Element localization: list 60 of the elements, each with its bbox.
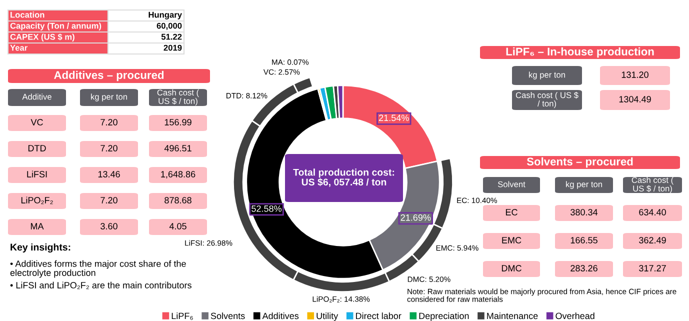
text: 362.49 [639,237,666,244]
text: Capacity (Ton / annum) [10,22,102,30]
text: Cash cost ( US $ / ton) [516,92,578,108]
text: 1304.49 [619,96,651,102]
text: Cash cost ( US $ / ton) [157,89,200,106]
legend-label: Additives [262,312,299,320]
legend-label: Direct labor [356,312,402,320]
text: Total production cost: US $6, 057.48 / ton [293,168,394,187]
legend-label: LiPF₆ [172,312,193,320]
text: Cash cost ( US $ / ton) [632,176,674,194]
data-label: 52.58% [252,205,282,212]
text: 13.46 [98,171,120,178]
legend-label: Maintenance [487,312,538,320]
text: 156.99 [164,119,192,126]
text: LiPF₆ – In-house production [506,47,654,58]
text: 166.55 [570,237,598,244]
text: LiFSI [27,170,47,178]
text: Hungary [148,12,182,20]
text: MA [30,223,44,230]
text: 1,648.86 [161,171,196,178]
text: LiPO₂F₂ [21,196,53,204]
text: 3.60 [100,223,118,230]
text: 2019 [164,44,182,51]
text: • Additives forms the major cost share of the electrolyte production [10,260,186,278]
text: CAPEX (US $ m) [10,34,74,42]
data-label: 21.69% [400,214,431,221]
data-label: 21.54% [379,114,409,122]
text: Additives – procured [54,70,164,82]
text: Year [10,44,28,51]
text: Solvents – procured [526,157,633,168]
text: 634.40 [639,209,666,216]
text: 380.34 [570,209,598,216]
text: EMC [502,237,522,244]
text: Solvent [498,181,526,188]
text: Location [10,12,44,18]
text: 7.20 [100,119,118,126]
text: Additive [22,94,52,100]
text: kg per ton [91,94,127,102]
text: 7.20 [100,197,118,204]
text: 4.05 [169,223,186,230]
text: 878.68 [164,197,192,204]
text: kg per ton [566,181,602,189]
text: EC [506,209,518,216]
text: VC [30,119,43,126]
text: DTD [28,145,46,152]
legend-label: Solvents [210,312,245,320]
legend-label: Overhead [556,312,594,320]
legend-label: Utility [316,312,338,321]
text: Key insights: [10,243,70,253]
text: 283.26 [570,265,598,272]
text: 7.20 [100,145,118,152]
text: 317.27 [639,265,666,272]
text: 60,000 [156,22,182,30]
legend-label: Depreciation [419,312,469,321]
text: • LiFSI and LiPO₂F₂ are the main contributors [10,282,192,290]
text: 51.22 [161,34,182,40]
text: DMC [502,265,522,272]
text: kg per ton [529,72,565,80]
text: 496.51 [164,145,192,152]
text: 131.20 [622,72,648,78]
